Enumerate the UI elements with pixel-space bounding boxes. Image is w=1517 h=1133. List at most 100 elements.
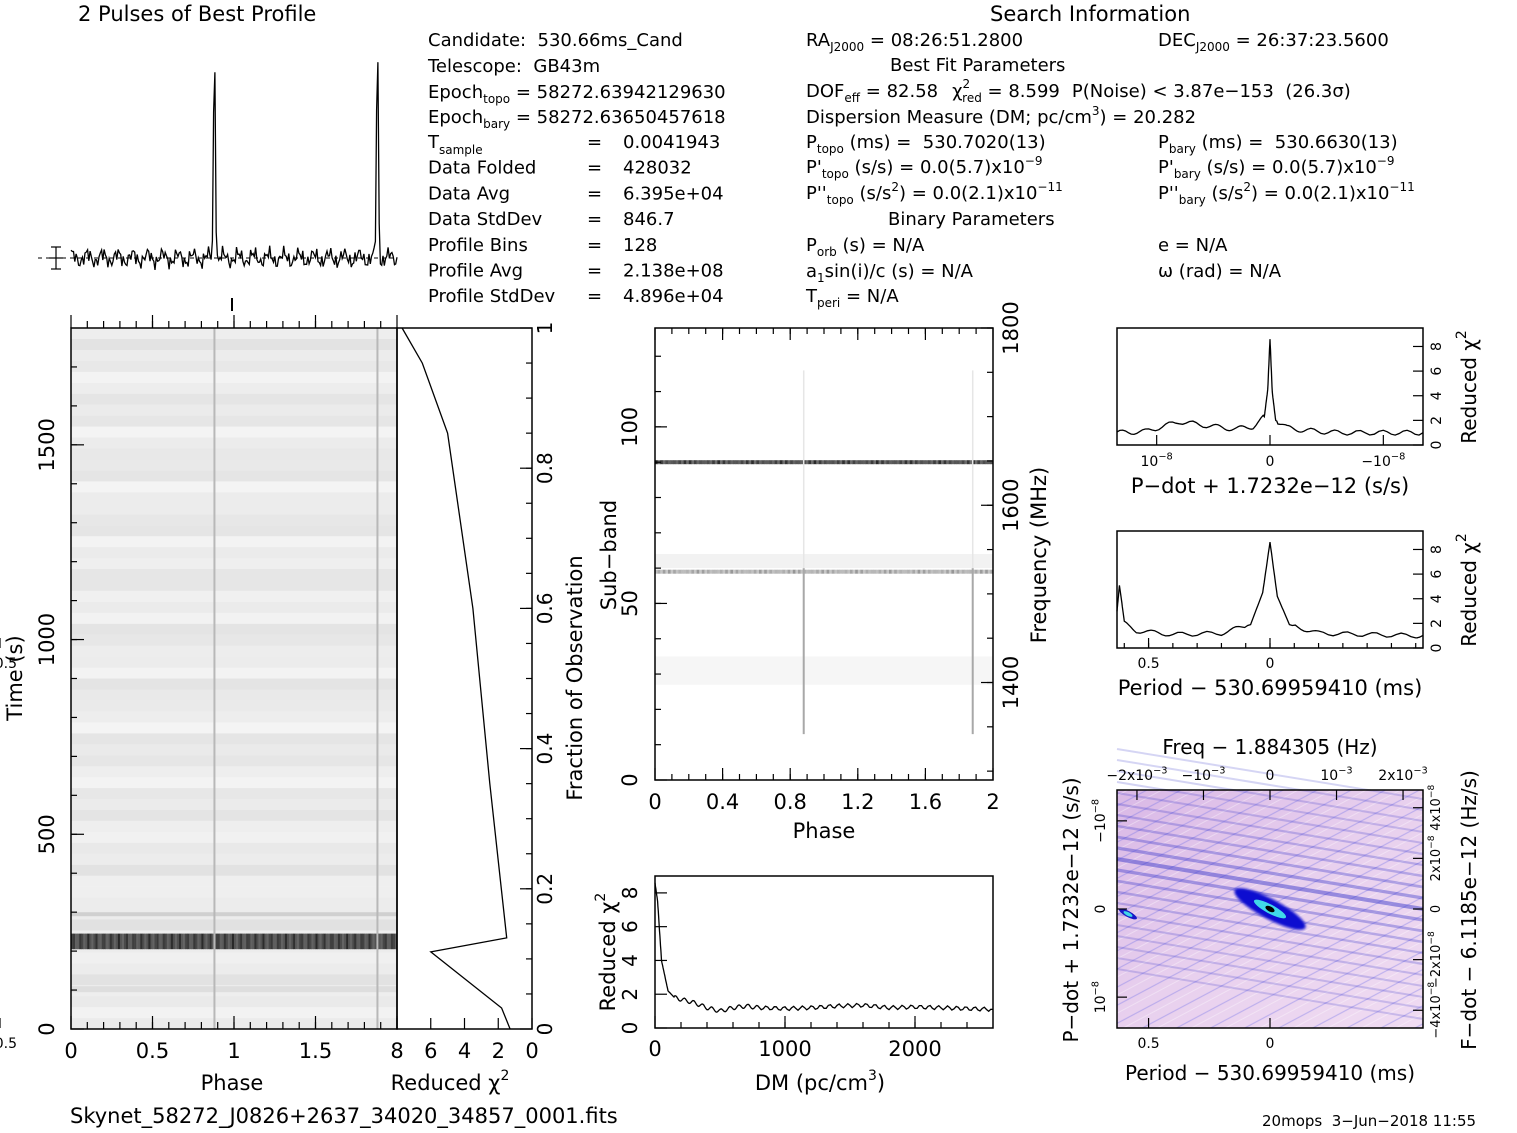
tperi-line: Tperi = N/A <box>805 286 899 310</box>
time-phase-band-cell <box>333 933 337 950</box>
fold-param-label: Data Avg <box>428 183 510 204</box>
subband-rfi-cell <box>894 569 898 574</box>
fold-param-label: Tsample <box>427 132 483 157</box>
subband-rfi-cell <box>707 569 710 574</box>
footer-filename: Skynet_58272_J0826+2637_34020_34857_0001… <box>70 1104 618 1129</box>
subband-rfi-cell <box>878 569 882 574</box>
subband-rfi-cell <box>873 569 877 574</box>
subband-rfi-cell <box>844 569 848 574</box>
subband-rfi-cell <box>935 460 939 465</box>
time-phase-row <box>71 448 397 460</box>
time-phase-band-cell <box>268 933 271 950</box>
subband-rfi-cell <box>974 460 978 465</box>
time-phase-band-cell <box>356 933 359 950</box>
time-phase-band-cell <box>323 933 326 950</box>
time-phase-band-cell <box>197 933 200 950</box>
time-phase-band-cell <box>374 933 377 950</box>
subband-rfi-cell <box>964 460 968 465</box>
epoch-topo-line: Epochtopo = 58272.63942129630 <box>428 82 726 106</box>
time-phase-row <box>71 996 397 1008</box>
subband-rfi-cell <box>696 460 700 465</box>
time-phase-band-cell <box>136 933 139 950</box>
subband-rfi-cell <box>805 569 809 574</box>
time-phase-row <box>71 514 397 526</box>
epoch-bary-line: Epochbary = 58272.63650457618 <box>428 107 726 131</box>
subband-rfi-cell <box>746 460 749 465</box>
subband-ylabel-frequency: Frequency (MHz) <box>1027 467 1051 643</box>
ppdot-streak <box>1116 923 1424 977</box>
subband-rfi-cell <box>985 460 989 465</box>
time-phase-row <box>71 831 397 843</box>
dm-chi-ytick-label: 4 <box>618 954 642 967</box>
subband-rfi-cell <box>860 460 864 465</box>
time-phase-band-cell <box>309 933 312 950</box>
fold-param-equals: = <box>587 183 602 204</box>
time-phase-row <box>71 536 397 548</box>
time-phase-band-cell <box>280 933 284 950</box>
time-phase-row <box>71 766 397 778</box>
subband-rfi-cell <box>704 460 708 465</box>
subband-rfi-cell <box>868 569 872 574</box>
subband-rfi-cell <box>756 569 760 574</box>
pdot-chi-ylabel: Reduced χ2 <box>1454 330 1481 444</box>
subband-rfi-cell <box>772 569 775 574</box>
subband-rfi-cell <box>917 569 921 574</box>
subband-xtick-label: 0.4 <box>706 790 739 814</box>
subband-rfi-cell <box>660 569 664 574</box>
time-phase-band-cell <box>390 933 394 950</box>
subband-rfi-cell <box>662 569 666 574</box>
subband-rfi-cell <box>668 460 671 465</box>
fold-param-value: 0.0041943 <box>623 132 720 153</box>
subband-rfi-cell <box>933 460 937 465</box>
subband-rfi-cell <box>769 460 773 465</box>
time-phase-row <box>71 777 397 789</box>
time-phase-band-cell <box>199 933 202 950</box>
subband-rfi-cell <box>907 569 911 574</box>
subband-rfi-cell <box>779 569 783 574</box>
period-chi-xlabel: Period − 530.69959410 (ms) <box>1118 676 1423 700</box>
chi-vs-fraction-plot: 8 6 4 2 000.20.40.60.81 Reduced χ2 Fraction … <box>390 322 587 1095</box>
p-bary-line: Pbary (ms) = 530.6630(13) <box>1158 132 1398 156</box>
time-phase-row <box>71 459 397 471</box>
time-phase-xtick-label: 1 <box>227 1039 240 1063</box>
time-phase-band-cell <box>109 933 113 950</box>
time-phase-band-cell <box>346 933 349 950</box>
time-phase-band-cell <box>166 933 170 950</box>
time-phase-band-cell <box>179 933 182 950</box>
subband-rfi-cell <box>873 460 877 465</box>
time-phase-row <box>71 503 397 515</box>
dm-line: Dispersion Measure (DM; pc/cm3) = 20.282 <box>806 104 1196 128</box>
subband-rfi-cell <box>977 569 981 574</box>
period-chi-ytick-label: 0 <box>1429 644 1445 653</box>
time-phase-row <box>71 645 397 657</box>
period-chi-xtick-label: 0 <box>1266 656 1275 672</box>
time-phase-row <box>71 328 397 339</box>
time-phase-row <box>71 952 397 964</box>
ppdot-xtick-label: 0.5 <box>1137 1036 1159 1052</box>
subband-rfi-cell <box>883 569 887 574</box>
time-phase-ytick-label: 1500 <box>35 418 59 471</box>
subband-rfi-cell <box>748 460 752 465</box>
subband-marks <box>655 370 994 735</box>
fold-param-equals: = <box>587 132 602 153</box>
subband-rfi-cell <box>868 460 872 465</box>
chi-fraction-xtick-label: 2 <box>492 1039 505 1063</box>
time-phase-band-cell <box>75 933 78 950</box>
time-phase-row <box>71 886 397 898</box>
subband-rfi-cell <box>891 569 895 574</box>
ppdot-title: Freq − 1.884305 (Hz) <box>1162 735 1377 759</box>
error-bar-marker <box>49 246 63 270</box>
time-phase-band-cell <box>238 933 241 950</box>
subband-freq-tick-label: 1800 <box>999 301 1023 354</box>
time-phase-band-cell <box>83 933 86 950</box>
subband-faint-band <box>655 554 993 569</box>
time-phase-row <box>71 820 397 832</box>
time-phase-row <box>71 623 397 635</box>
subband-rfi-cell <box>811 569 814 574</box>
subband-rfi-cell <box>974 569 978 574</box>
subband-rfi-cell <box>785 460 788 465</box>
subband-rfi-cell <box>928 460 931 465</box>
time-phase-row <box>71 733 397 745</box>
subband-rfi-cell <box>870 460 874 465</box>
subband-rfi-cell <box>662 460 666 465</box>
